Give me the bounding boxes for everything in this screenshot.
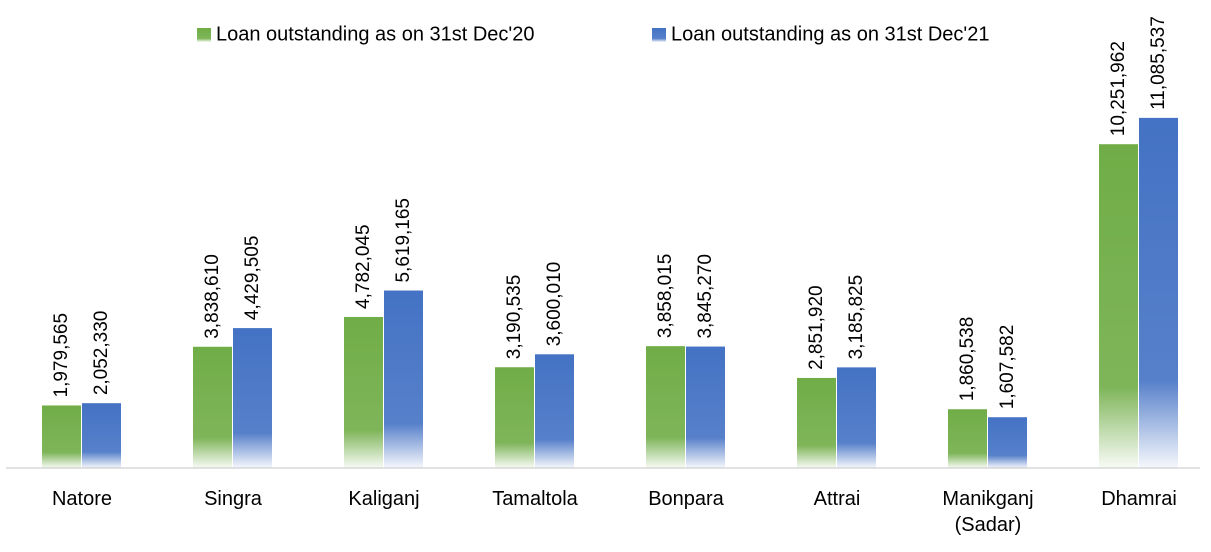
value-label: 4,782,045 (353, 224, 374, 309)
value-label: 2,851,920 (806, 285, 827, 370)
value-label: 11,085,537 (1148, 16, 1169, 110)
x-tick-label: Kaliganj (348, 488, 420, 510)
bar (686, 346, 725, 468)
x-tick-label: Attrai (813, 488, 861, 510)
x-tick-label: Singra (204, 488, 262, 510)
bar (797, 377, 836, 468)
bar (384, 290, 423, 468)
value-label: 3,845,270 (695, 254, 716, 339)
value-label: 3,190,535 (504, 275, 525, 360)
x-tick-label: Dhamrai (1101, 488, 1177, 510)
x-tick-label: Bonpara (648, 488, 724, 510)
x-tick-label: Natore (51, 488, 113, 510)
bar (1139, 117, 1178, 469)
bar (233, 328, 272, 468)
legend-swatch (197, 28, 211, 42)
bar (535, 354, 574, 468)
value-label: 3,185,825 (846, 275, 867, 360)
value-label: 10,251,962 (1108, 41, 1129, 136)
bar (42, 405, 81, 468)
value-label: 3,858,015 (655, 254, 676, 339)
bar (646, 346, 685, 468)
legend-label: Loan outstanding as on 31st Dec'20 (216, 23, 535, 45)
x-tick-label: Manikganj (Sadar) (942, 488, 1034, 536)
bar (948, 409, 987, 468)
value-label: 3,838,610 (202, 254, 223, 339)
value-label: 5,619,165 (393, 198, 414, 283)
bar (1099, 144, 1138, 468)
value-label: 4,429,505 (242, 236, 263, 321)
value-label: 2,052,330 (91, 311, 112, 396)
value-label: 3,600,010 (544, 262, 565, 347)
value-label: 1,607,582 (997, 325, 1018, 410)
bar (837, 367, 876, 468)
legend-label: Loan outstanding as on 31st Dec'21 (671, 23, 990, 45)
x-tick-label: Tamaltola (492, 488, 578, 510)
value-label: 1,979,565 (51, 313, 72, 398)
value-label: 1,860,538 (957, 317, 978, 402)
legend-swatch (652, 28, 666, 42)
bar (988, 417, 1027, 468)
bar (344, 316, 383, 468)
bar (82, 403, 121, 468)
bar (495, 367, 534, 468)
bar (193, 346, 232, 468)
